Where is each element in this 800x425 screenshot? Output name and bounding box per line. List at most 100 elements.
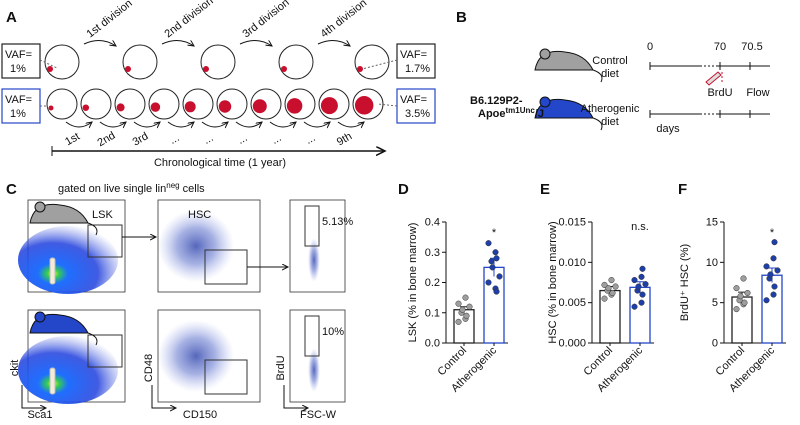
strain-name: Apoetm1Unc/J <box>478 106 544 120</box>
vaf-box <box>396 88 436 124</box>
population: LSK <box>92 209 113 221</box>
y-tick-label: 15 <box>706 217 718 229</box>
division-arrow <box>235 122 262 127</box>
data-point <box>609 289 616 297</box>
data-point <box>639 291 646 298</box>
diet: Atherogenic <box>581 103 640 115</box>
data-point <box>767 271 774 278</box>
flow-density <box>158 320 234 392</box>
mutant-clone <box>184 101 196 113</box>
division-arrow <box>303 122 330 127</box>
mutant-clone <box>48 105 54 111</box>
data-point <box>638 299 645 306</box>
syringe <box>705 71 722 86</box>
mouse-ear <box>34 311 46 323</box>
gate <box>304 205 320 247</box>
data-point <box>601 281 608 288</box>
cell <box>250 88 282 120</box>
mouse-tail <box>592 117 603 131</box>
step-label: ... <box>202 132 216 147</box>
percent-label: 5.13% <box>322 216 353 228</box>
cell <box>114 88 146 120</box>
mouse-ear <box>539 96 551 108</box>
flow-density <box>158 210 234 282</box>
division-arrow <box>99 122 126 127</box>
data-point <box>770 291 777 298</box>
step-label: 3rd <box>131 130 151 148</box>
y-axis-title: CD48 <box>143 354 155 382</box>
mutant-clone <box>203 66 209 72</box>
y-tick-label: 0.1 <box>425 307 440 319</box>
vaf-text: VAF= <box>5 94 32 106</box>
timepoint: 0 <box>647 41 653 53</box>
pointer <box>377 103 398 107</box>
data-point <box>463 312 470 319</box>
data-point <box>741 299 748 306</box>
step-label: 2nd <box>96 130 118 150</box>
population: HSC <box>188 209 211 221</box>
division-arrow <box>133 122 160 127</box>
data-point <box>740 275 747 282</box>
y-tick-label: 0.0 <box>425 338 440 350</box>
division-arrow <box>269 122 296 127</box>
mouse-ear <box>539 48 551 60</box>
mutant-clone <box>320 97 338 115</box>
cell <box>46 88 78 120</box>
step-label: ... <box>270 132 284 147</box>
panel-label: E <box>540 181 550 198</box>
step-label: ... <box>304 132 318 147</box>
gate-text: gated on live single lin <box>58 183 166 195</box>
event: Flow <box>746 87 769 99</box>
mutant-clone <box>116 103 125 112</box>
data-point <box>612 283 619 290</box>
pointer <box>361 59 398 70</box>
data-point <box>771 283 778 290</box>
vaf-text: VAF= <box>400 49 427 61</box>
vaf-text: VAF= <box>400 94 427 106</box>
y-axis-title: ckit <box>9 360 21 377</box>
data-point <box>496 273 503 280</box>
gate-suffix: cells <box>180 183 206 195</box>
y-tick-label: 0.005 <box>558 297 586 309</box>
cell <box>80 88 112 120</box>
panel-label: D <box>398 181 409 198</box>
data-point <box>638 273 645 280</box>
mutant-clone <box>82 104 90 111</box>
division-label: 2nd division <box>162 0 215 40</box>
data-point <box>763 297 770 304</box>
y-tick-label: 0.010 <box>558 257 586 269</box>
strain-allele: tm1Unc <box>506 106 536 115</box>
division-label: 4th division <box>318 0 369 40</box>
data-point <box>459 306 466 313</box>
gating-note: gated on live single linneg cells <box>58 181 205 195</box>
data-point <box>639 265 646 272</box>
axis-corner <box>283 385 308 408</box>
data-point <box>493 255 500 262</box>
division-arrow <box>337 122 364 127</box>
diet: diet <box>601 116 619 128</box>
data-point <box>770 255 777 262</box>
vaf-value: 1.7% <box>405 63 430 75</box>
cell <box>182 88 214 120</box>
step-label: 9th <box>335 130 354 148</box>
y-tick-label: 5 <box>712 297 718 309</box>
data-point <box>642 281 649 288</box>
x-axis-title: FSC-W <box>300 409 337 421</box>
axis-title: Chronological time (1 year) <box>154 157 286 169</box>
panel-label: C <box>6 181 17 198</box>
panel-label: A <box>6 9 17 26</box>
cell <box>318 88 350 120</box>
data-point <box>631 303 638 310</box>
division-label: 3rd division <box>240 0 291 40</box>
mouse-tail <box>592 69 603 83</box>
step-label: 1st <box>63 131 82 149</box>
data-point <box>608 277 615 284</box>
gate <box>204 359 248 395</box>
diet: Control <box>592 55 627 67</box>
y-tick-label: 0 <box>712 338 718 350</box>
data-point <box>635 283 642 290</box>
data-point <box>462 294 469 301</box>
vaf-box <box>396 43 436 79</box>
mutant-clone <box>125 66 131 72</box>
division-arrow <box>161 40 194 46</box>
